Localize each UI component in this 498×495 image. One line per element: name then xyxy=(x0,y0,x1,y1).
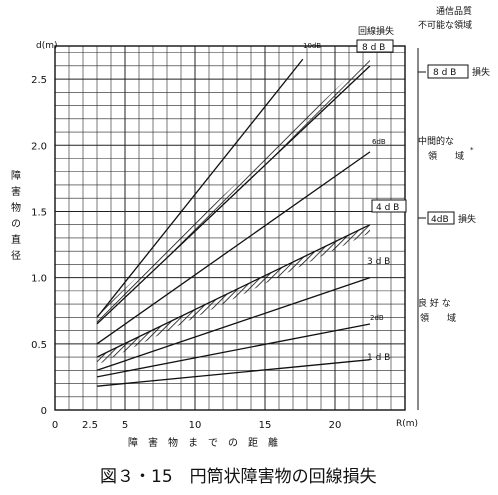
hatched-bands xyxy=(97,56,370,366)
loss-8db-box xyxy=(427,64,469,79)
loss-4db-suffix: 損失 xyxy=(458,213,476,225)
label-4db: 4 d B xyxy=(376,203,399,213)
series-line-8db xyxy=(96,65,371,325)
y-tick-label: 1.0 xyxy=(31,274,47,285)
series-line-10db xyxy=(96,58,304,318)
label-6db: 6dB xyxy=(372,138,386,146)
plot-frame xyxy=(54,45,406,411)
x-tick-label: 20 xyxy=(329,420,342,431)
label-8db-box xyxy=(356,39,394,53)
y-tick-label: 0 xyxy=(41,406,47,417)
y-tick-label: 2.0 xyxy=(31,141,47,152)
y-axis-unit: d(m) xyxy=(36,41,58,51)
hatch-band-8db xyxy=(97,56,370,324)
y-tick-labels: 0 0.5 1.0 1.5 2.0 2.5 xyxy=(31,75,47,417)
series-line-3db xyxy=(96,277,371,371)
mid-region-1: 中間的な xyxy=(418,135,454,147)
figure-caption: 図３・15 円筒状障害物の回線損失 xyxy=(100,467,377,487)
header-quality-2: 不可能な領域 xyxy=(418,19,472,31)
header-loss: 回線損失 xyxy=(358,25,394,37)
loss-8db: 8 d B xyxy=(433,68,456,78)
series-lines xyxy=(96,58,371,387)
header-quality-1: 通信品質 xyxy=(436,5,472,17)
x-axis-label: 障害物までの距離 xyxy=(128,436,288,449)
series-line-6db xyxy=(96,151,371,345)
x-tick-label: 15 xyxy=(259,420,272,431)
y-tick-label: 1.5 xyxy=(31,207,47,218)
label-3db: 3 d B xyxy=(367,257,390,267)
loss-8db-suffix: 損失 xyxy=(472,66,490,78)
mid-region-mark: * xyxy=(470,146,474,154)
series-line-2db xyxy=(96,323,371,378)
mid-region-2: 領 域 xyxy=(428,150,464,162)
label-1db: 1 d B xyxy=(367,353,390,363)
y-axis-label: 障害物の直径 xyxy=(9,169,21,266)
x-tick-label: 0 xyxy=(52,420,58,431)
label-4db-box xyxy=(371,199,407,213)
good-region-1: 良 好 な xyxy=(418,297,451,309)
y-tick-label: 0.5 xyxy=(31,340,47,351)
series-line-1db xyxy=(96,359,371,387)
series-line-4db xyxy=(96,224,371,358)
loss-4db-box xyxy=(427,211,455,225)
right-panel: 回線損失 通信品質 不可能な領域 8 d B 損失 中間的な 領 域 * 4dB… xyxy=(358,5,490,410)
label-8db: 8 d B xyxy=(362,43,385,53)
label-10db: 10dB xyxy=(303,42,321,50)
hatch-band-4db xyxy=(97,224,370,366)
loss-4db: 4dB xyxy=(431,215,449,225)
good-region-2: 領 域 xyxy=(420,312,456,324)
label-2db: 2dB xyxy=(370,314,384,322)
x-tick-label: 5 xyxy=(122,420,128,431)
grid xyxy=(55,46,405,410)
x-tick-labels: 0 2.5 5 10 15 20 xyxy=(52,420,342,431)
x-axis-unit: R(m) xyxy=(396,419,418,429)
x-tick-label: 10 xyxy=(189,420,202,431)
y-tick-label: 2.5 xyxy=(31,75,47,86)
x-tick-label: 2.5 xyxy=(82,420,98,431)
